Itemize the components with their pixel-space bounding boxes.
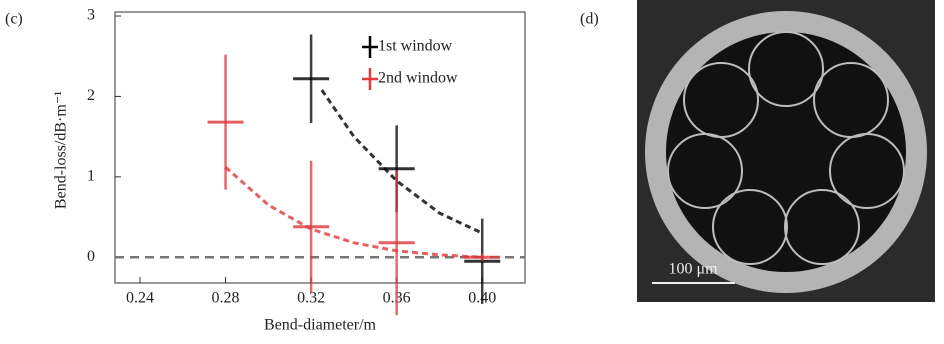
y-axis-label: Bend-loss/dB·m⁻¹ [53, 91, 70, 209]
x-tick-label: 0.24 [126, 290, 154, 307]
figure: (c) Bend-diameter/m Bend-loss/dB·m⁻¹ (d)… [0, 0, 944, 339]
legend-label: 1st window [378, 38, 453, 55]
plot-frame [115, 12, 525, 283]
y-tick-label: 0 [87, 248, 95, 265]
panel-label: (c) [5, 11, 23, 28]
legend-label: 2nd window [378, 70, 458, 87]
fit-curve [322, 90, 482, 233]
y-tick-label: 2 [87, 87, 95, 104]
scale-bar-label: 100 μm [668, 261, 718, 278]
y-tick-label: 3 [87, 7, 95, 24]
fit-curve [226, 167, 483, 257]
x-tick-label: 0.28 [212, 290, 240, 307]
micrograph [637, 0, 935, 302]
y-tick-label: 1 [87, 168, 95, 185]
x-axis-label: Bend-diameter/m [264, 317, 377, 334]
panel-label: (d) [580, 11, 599, 28]
